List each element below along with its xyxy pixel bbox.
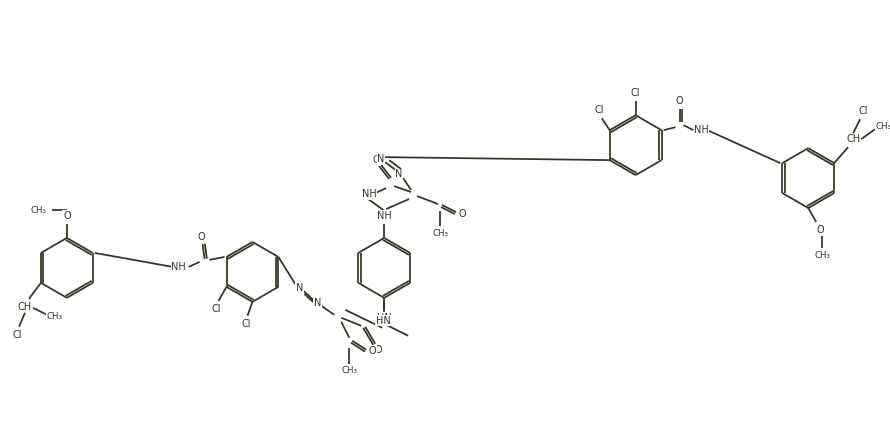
- Text: Cl: Cl: [212, 304, 222, 314]
- Text: CH₃: CH₃: [875, 122, 890, 131]
- Text: O: O: [372, 155, 380, 165]
- Text: NH: NH: [694, 125, 708, 135]
- Text: O: O: [198, 232, 206, 242]
- Text: Cl: Cl: [858, 106, 868, 116]
- Text: N: N: [313, 298, 321, 308]
- Text: CH₃: CH₃: [814, 252, 830, 260]
- Text: O: O: [676, 96, 684, 106]
- Text: HN: HN: [376, 316, 391, 326]
- Text: Cl: Cl: [242, 319, 251, 329]
- Text: O: O: [368, 346, 376, 356]
- Text: CH: CH: [846, 134, 861, 144]
- Text: O: O: [458, 209, 465, 219]
- Text: HN: HN: [376, 313, 392, 323]
- Text: O: O: [375, 345, 382, 355]
- Text: CH₃: CH₃: [432, 229, 448, 238]
- Text: CH: CH: [18, 302, 32, 312]
- Text: NH: NH: [376, 211, 392, 221]
- Text: O: O: [63, 211, 70, 221]
- Text: N: N: [295, 283, 303, 293]
- Text: CH₃: CH₃: [47, 312, 63, 321]
- Text: NH: NH: [362, 189, 376, 199]
- Text: CH₃: CH₃: [341, 366, 357, 375]
- Text: N: N: [395, 169, 403, 179]
- Text: O: O: [816, 225, 824, 235]
- Text: Cl: Cl: [12, 330, 21, 340]
- Text: NH: NH: [171, 262, 186, 272]
- Text: N: N: [377, 154, 384, 164]
- Text: Cl: Cl: [595, 105, 604, 115]
- Text: CH₃: CH₃: [31, 205, 47, 215]
- Text: Cl: Cl: [631, 88, 641, 98]
